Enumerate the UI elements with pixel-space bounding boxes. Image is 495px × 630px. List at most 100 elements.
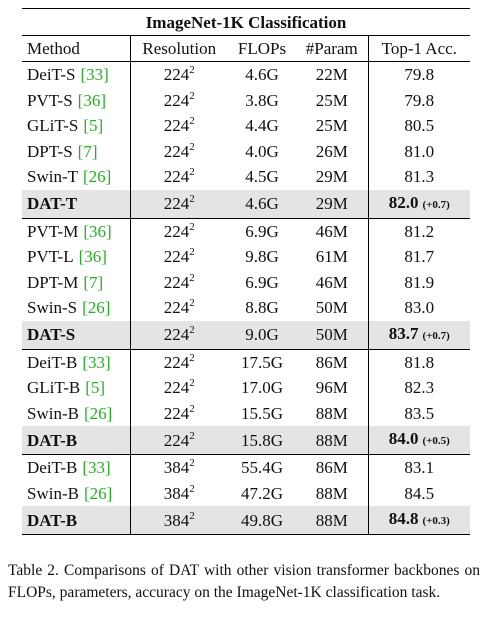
flops: 8.8G <box>245 298 279 318</box>
resolution-exponent: 2 <box>189 324 195 336</box>
flops: 4.6G <box>245 65 279 85</box>
header-row: Method Resolution FLOPs #Param Top-1 Acc. <box>22 35 471 62</box>
flops: 4.0G <box>245 141 279 161</box>
flops: 6.9G <box>245 221 279 241</box>
data-row: PVT-S [36] 2242 3.8G 25M 79.8 <box>22 87 471 113</box>
method: PVT-M <box>27 221 79 241</box>
resolution-cell: 2242 <box>130 375 228 401</box>
header-cell: #Param <box>296 35 368 62</box>
method-cell: DeiT-B [33] <box>22 349 131 375</box>
data-row: GLiT-S [5] 2242 4.4G 25M 80.5 <box>22 113 471 139</box>
resolution: 384 <box>163 458 190 478</box>
method-cell: GLiT-B [5] <box>22 375 131 401</box>
method-cell: DeiT-B [33] <box>22 454 131 481</box>
citation: [33] <box>82 458 111 478</box>
method-cell: DAT-S <box>22 320 131 350</box>
method: GLiT-S <box>27 116 79 136</box>
resolution-exponent: 2 <box>189 166 195 179</box>
resolution-exponent: 2 <box>189 351 195 364</box>
top1-cell: 84.5 <box>367 480 471 506</box>
resolution-cell: 2242 <box>130 426 228 455</box>
top1: 81.8 <box>404 352 435 372</box>
top1: 81.3 <box>404 167 435 187</box>
method-cell: PVT-L [36] <box>22 244 131 270</box>
resolution: 224 <box>163 194 190 213</box>
resolution-cell: 2242 <box>130 270 228 296</box>
resolution-exponent: 2 <box>189 509 195 522</box>
top1-cell: 81.7 <box>367 244 471 270</box>
flops: 3.8G <box>245 90 279 110</box>
method: PVT-S <box>27 90 73 110</box>
resolution-exponent: 2 <box>189 271 195 284</box>
top1: 84.0 <box>388 429 419 448</box>
top1-cell: 81.9 <box>367 269 471 295</box>
method: DAT-B <box>27 510 78 530</box>
resolution-exponent: 2 <box>189 402 195 415</box>
method-cell: Swin-B [26] <box>22 400 131 426</box>
data-row: DAT-B 2242 15.8G 88M 84.0 (+0.5) <box>22 426 471 455</box>
resolution-exponent: 2 <box>189 115 195 128</box>
header-cell: Method <box>22 35 131 62</box>
resolution: 224 <box>163 221 190 241</box>
data-row: DeiT-B [33] 3842 55.4G 86M 83.1 <box>22 454 471 481</box>
data-row: DPT-S [7] 2242 4.0G 26M 81.0 <box>22 138 471 165</box>
resolution: 224 <box>163 325 190 344</box>
method: GLiT-B <box>27 378 81 398</box>
header-cell: FLOPs <box>228 35 296 62</box>
resolution-exponent: 2 <box>189 89 195 102</box>
flops: 9.8G <box>245 247 279 267</box>
citation: [26] <box>83 403 113 423</box>
params: 46M <box>315 272 348 292</box>
resolution-cell: 2242 <box>130 62 228 88</box>
method-cell: DAT-B <box>22 426 131 455</box>
flops: 47.2G <box>240 483 284 503</box>
params: 61M <box>315 247 348 267</box>
title-row: ImageNet-1K Classification <box>22 8 471 36</box>
method: PVT-L <box>27 247 74 267</box>
method-cell: DeiT-S [33] <box>22 61 131 88</box>
resolution: 224 <box>163 430 190 450</box>
top1-cell: 79.8 <box>367 61 471 88</box>
gain: (+0.3) <box>422 515 450 527</box>
resolution-exponent: 2 <box>189 457 195 470</box>
resolution: 224 <box>163 65 190 85</box>
top1: 80.5 <box>404 116 435 136</box>
top1-cell: 80.5 <box>367 113 471 139</box>
resolution: 224 <box>163 403 190 423</box>
resolution-cell: 2242 <box>130 401 228 427</box>
resolution-cell: 2242 <box>130 139 228 165</box>
resolution: 224 <box>163 90 190 110</box>
top1-cell: 79.8 <box>367 87 471 113</box>
resolution: 224 <box>163 378 190 398</box>
params: 26M <box>315 141 348 161</box>
method-cell: DPT-S [7] <box>22 138 131 164</box>
data-row: DAT-B 3842 49.8G 88M 84.8 (+0.3) <box>22 506 471 535</box>
resolution-exponent: 2 <box>189 297 195 310</box>
caption: Table 2. Comparisons of DAT with other v… <box>8 562 480 601</box>
method-cell: Swin-B [26] <box>22 480 131 506</box>
method: Swin-B <box>27 403 79 423</box>
top1: 83.7 <box>388 323 419 343</box>
results-table: ImageNet-1K Classification Method Resoluti… <box>22 8 471 535</box>
data-row: Swin-S [26] 2242 8.8G 50M 83.0 <box>22 295 471 321</box>
top1-cell: 82.0 (+0.7) <box>367 189 471 219</box>
data-row: DeiT-B [33] 2242 17.5G 86M 81.8 <box>22 349 471 375</box>
data-row: DAT-S 2242 9.0G 50M 83.7 (+0.7) <box>22 320 471 350</box>
flops: 6.9G <box>245 272 279 292</box>
top1: 84.5 <box>404 483 435 503</box>
resolution-cell: 2242 <box>130 113 228 139</box>
resolution: 224 <box>163 247 190 267</box>
top1-cell: 83.5 <box>367 400 471 426</box>
resolution-cell: 3842 <box>130 506 228 535</box>
flops: 15.8G <box>228 426 296 455</box>
resolution: 384 <box>163 510 190 530</box>
method-cell: DAT-B <box>22 506 131 535</box>
params: 46M <box>315 221 348 241</box>
citation: [33] <box>82 352 111 372</box>
table-body: ImageNet-1K Classification Method Resoluti… <box>22 8 471 535</box>
method: DPT-S <box>27 141 73 161</box>
flops: 15.5G <box>240 403 284 423</box>
top1: 81.0 <box>404 141 435 161</box>
top1-cell: 84.0 (+0.5) <box>367 426 471 455</box>
